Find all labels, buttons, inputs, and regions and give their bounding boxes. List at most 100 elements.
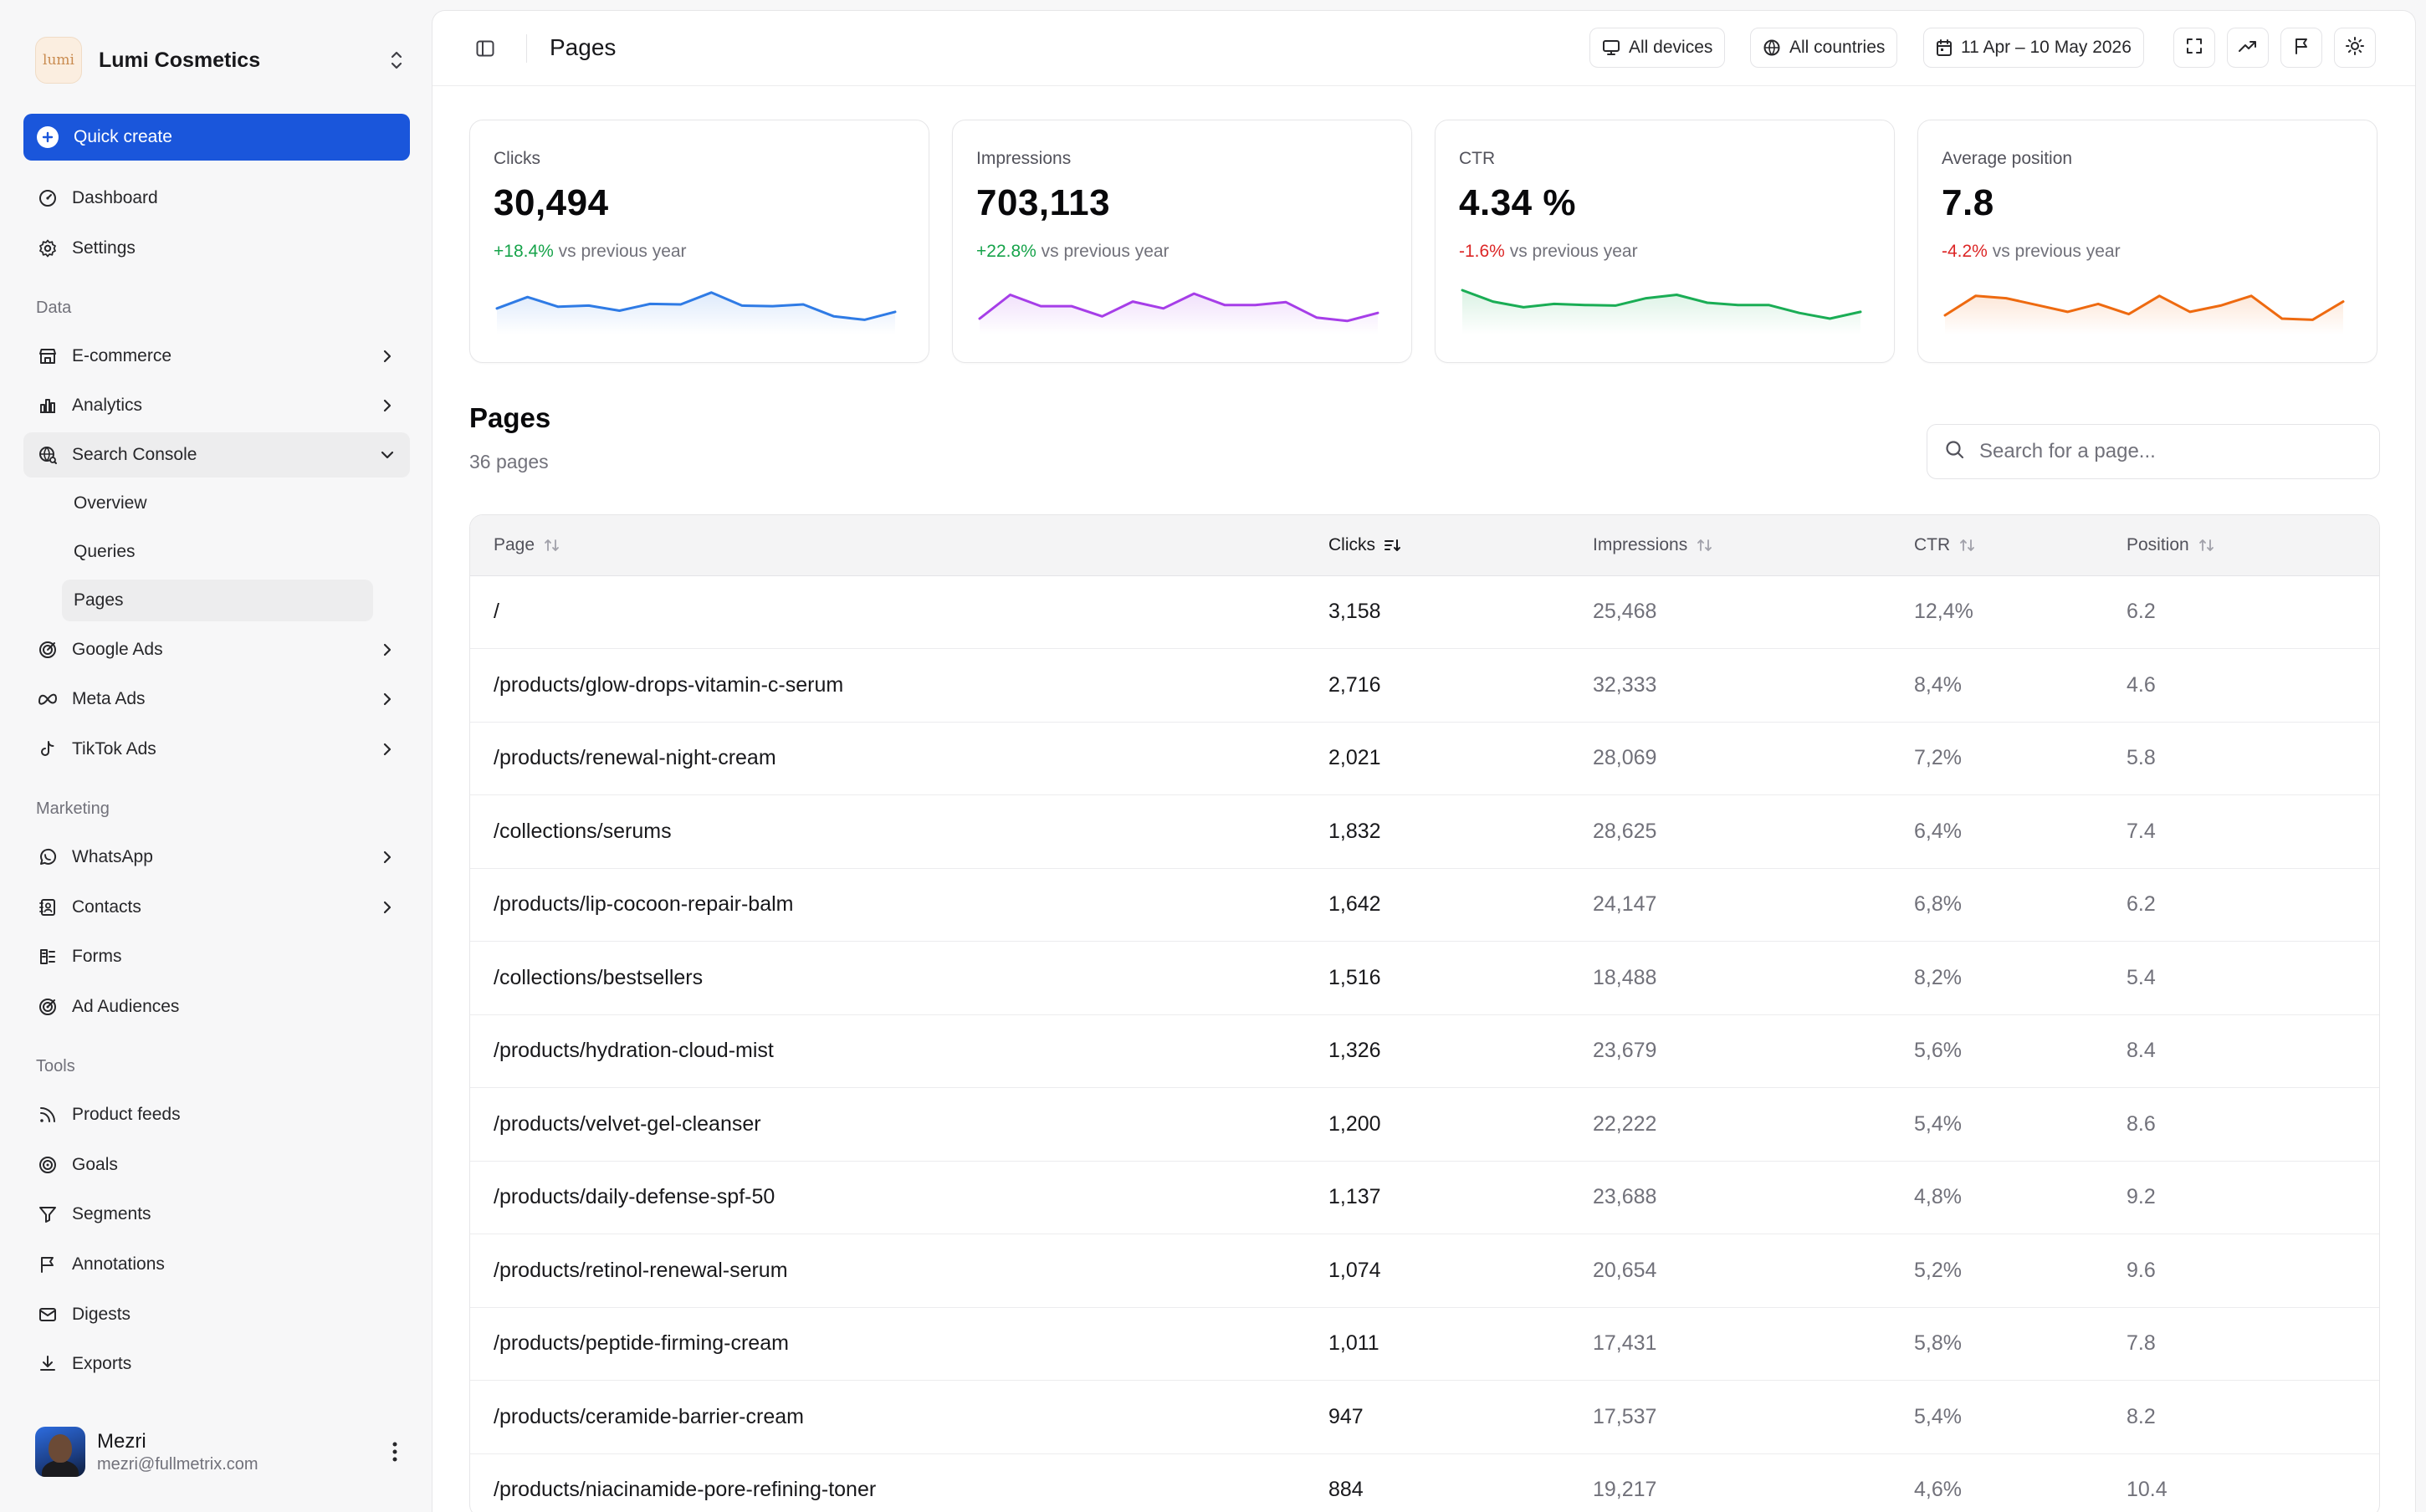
table-row[interactable]: /products/lip-cocoon-repair-balm 1,642 24,…: [470, 868, 2379, 942]
kpi-card-ctr: CTR 4.34 % -1.6% vs previous year: [1435, 120, 1895, 363]
sidebar-item-dashboard[interactable]: Dashboard: [23, 176, 410, 221]
sidebar-item-label: Ad Audiences: [72, 997, 180, 1016]
table-row[interactable]: /products/peptide-firming-cream 1,011 17,4…: [470, 1307, 2379, 1381]
page-search[interactable]: [1927, 424, 2380, 479]
sidebar-item-label: Forms: [72, 947, 122, 966]
fullscreen-button[interactable]: [2173, 28, 2215, 68]
table-row[interactable]: /products/glow-drops-vitamin-c-serum 2,71…: [470, 649, 2379, 722]
sidebar-item-label: Analytics: [72, 396, 143, 415]
store-icon: [35, 344, 60, 369]
kpi-card-clicks: Clicks 30,494 +18.4% vs previous year: [469, 120, 929, 363]
user-name: Mezri: [97, 1429, 146, 1453]
sidebar-item-product-feeds[interactable]: Product feeds: [23, 1092, 410, 1137]
gear-icon: [35, 236, 60, 261]
sidebar-item-ad-audiences[interactable]: Ad Audiences: [23, 984, 410, 1029]
more-vertical-icon[interactable]: [380, 1435, 410, 1469]
cell-impressions: 19,217: [1593, 1478, 1657, 1502]
table-row[interactable]: /products/renewal-night-cream 2,021 28,069…: [470, 722, 2379, 795]
sidebar-subitem-queries[interactable]: Queries: [62, 531, 373, 573]
user-profile[interactable]: Mezri mezri@fullmetrix.com: [35, 1425, 410, 1479]
page-title: Pages: [550, 34, 617, 60]
brand-logo: lumi: [35, 37, 82, 84]
search-icon: [1944, 439, 1966, 465]
sidebar-item-exports[interactable]: Exports: [23, 1341, 410, 1387]
workspace-name: Lumi Cosmetics: [99, 48, 261, 72]
sidebar-item-analytics[interactable]: Analytics: [23, 383, 410, 428]
sparkline-area: [1945, 295, 2343, 335]
cell-ctr: 4,6%: [1914, 1478, 1962, 1502]
cell-position: 8.4: [2127, 1039, 2156, 1063]
sidebar-item-label: Contacts: [72, 897, 141, 917]
sidebar-item-meta-ads[interactable]: Meta Ads: [23, 677, 410, 722]
date-range-button[interactable]: 11 Apr – 10 May 2026: [1923, 28, 2144, 68]
kpi-label: Impressions: [976, 149, 1072, 168]
column-header-page[interactable]: Page: [470, 515, 1328, 576]
table-row[interactable]: /products/daily-defense-spf-50 1,137 23,68…: [470, 1161, 2379, 1234]
sidebar-item-label: TikTok Ads: [72, 739, 156, 759]
column-header-position[interactable]: Position: [2127, 515, 2379, 576]
sidebar-item-google-ads[interactable]: Google Ads: [23, 627, 410, 672]
column-header-label: Impressions: [1593, 534, 1688, 554]
countries-filter-button[interactable]: All countries: [1750, 28, 1898, 68]
whatsapp-icon: [35, 845, 60, 870]
cell-page: /products/glow-drops-vitamin-c-serum: [494, 672, 844, 697]
table-row[interactable]: /products/retinol-renewal-serum 1,074 20,6…: [470, 1234, 2379, 1307]
sparkline-line: [495, 291, 897, 321]
kpi-delta: -1.6% vs previous year: [1459, 242, 1638, 262]
sidebar-toggle-icon[interactable]: [469, 33, 501, 64]
download-icon: [35, 1351, 60, 1377]
chevron-right-icon: [375, 637, 400, 662]
annotations-button[interactable]: [2280, 28, 2322, 68]
sidebar-item-goals[interactable]: Goals: [23, 1142, 410, 1188]
trend-button[interactable]: [2227, 28, 2269, 68]
cell-clicks: 1,200: [1328, 1111, 1381, 1136]
quick-create-button[interactable]: Quick create: [23, 114, 410, 161]
cell-position: 6.2: [2127, 892, 2156, 917]
sidebar-item-ecommerce[interactable]: E-commerce: [23, 334, 410, 379]
sidebar-item-label: Goals: [72, 1155, 118, 1174]
cell-clicks: 2,716: [1328, 672, 1381, 697]
table-row[interactable]: /products/ceramide-barrier-cream 947 17,53…: [470, 1381, 2379, 1453]
sidebar-item-label: Search Console: [72, 445, 197, 464]
cell-clicks: 1,074: [1328, 1258, 1381, 1282]
date-range-label: 11 Apr – 10 May 2026: [1961, 38, 2132, 57]
sidebar-item-settings[interactable]: Settings: [23, 226, 410, 271]
sidebar-item-tiktok-ads[interactable]: TikTok Ads: [23, 727, 410, 772]
sidebar-subitem-pages[interactable]: Pages: [62, 580, 373, 621]
workspace-switcher[interactable]: lumi Lumi Cosmetics: [35, 37, 410, 84]
sidebar-item-forms[interactable]: Forms: [23, 934, 410, 979]
cell-clicks: 2,021: [1328, 746, 1381, 770]
devices-filter-button[interactable]: All devices: [1589, 28, 1726, 68]
table-row[interactable]: /products/velvet-gel-cleanser 1,200 22,222…: [470, 1088, 2379, 1161]
sort-descending-icon: [1384, 537, 1402, 554]
sidebar-item-contacts[interactable]: Contacts: [23, 885, 410, 930]
table-row[interactable]: / 3,158 25,468 12,4% 6.2: [470, 575, 2379, 649]
theme-toggle-button[interactable]: [2334, 28, 2376, 68]
sidebar-item-segments[interactable]: Segments: [23, 1192, 410, 1237]
cell-position: 7.4: [2127, 819, 2156, 843]
kpi-sparkline-clicks: [495, 291, 897, 335]
column-header-impressions[interactable]: Impressions: [1593, 515, 1914, 576]
sidebar-item-whatsapp[interactable]: WhatsApp: [23, 835, 410, 880]
plus-circle-icon: [37, 126, 59, 148]
cell-ctr: 12,4%: [1914, 600, 1973, 624]
table-row[interactable]: /products/hydration-cloud-mist 1,326 23,67…: [470, 1014, 2379, 1088]
sidebar-subitem-label: Pages: [74, 590, 124, 610]
table-row[interactable]: /products/niacinamide-pore-refining-tone…: [470, 1453, 2379, 1512]
cell-page: /products/ceramide-barrier-cream: [494, 1404, 804, 1428]
fullscreen-icon: [2185, 37, 2203, 59]
sparkline-line: [1461, 289, 1862, 320]
sidebar-item-search-console[interactable]: Search Console: [23, 432, 410, 478]
sidebar-item-annotations[interactable]: Annotations: [23, 1242, 410, 1287]
column-header-clicks[interactable]: Clicks: [1328, 515, 1593, 576]
table-row[interactable]: /collections/bestsellers 1,516 18,488 8,2% 5…: [470, 942, 2379, 1014]
column-header-ctr[interactable]: CTR: [1914, 515, 2127, 576]
chevrons-up-down-icon[interactable]: [383, 43, 410, 77]
cell-page: /products/niacinamide-pore-refining-tone…: [494, 1478, 877, 1502]
cell-impressions: 32,333: [1593, 672, 1657, 697]
sidebar-item-digests[interactable]: Digests: [23, 1292, 410, 1337]
table-row[interactable]: /collections/serums 1,832 28,625 6,4% 7.4: [470, 795, 2379, 868]
sidebar-subitem-label: Overview: [74, 493, 147, 513]
search-input[interactable]: [1979, 440, 2347, 463]
sidebar-subitem-overview[interactable]: Overview: [62, 483, 373, 524]
